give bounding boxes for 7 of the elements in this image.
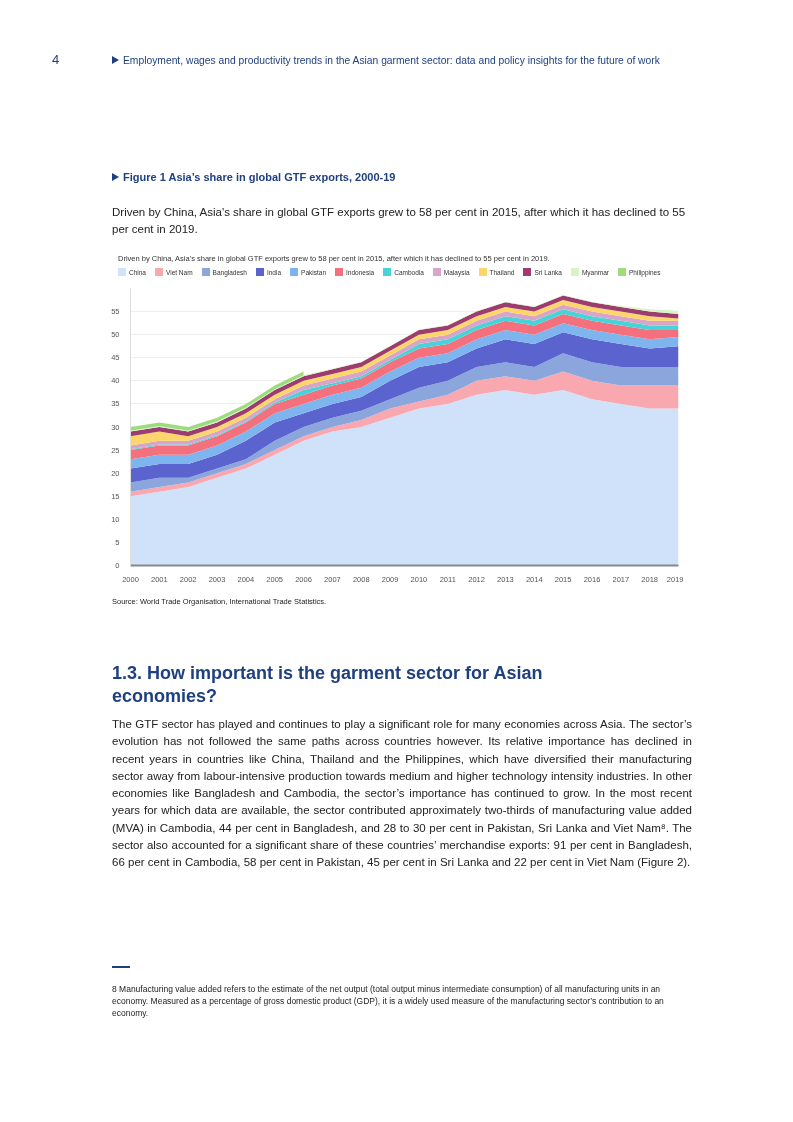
chart-subtitle: Driven by China, Asia's share in global GTF exports grew to 58 per cent in 2015, after which it has declined to 55 per cent in 2019. [112,205,687,237]
text: Employment, wages and productivity trends in the Asian garment sector: data and policy insights for the future of work [122,55,660,66]
text: 4 [52,52,60,67]
text: 1.3. How important is the garment sector for Asian economies? [112,662,544,707]
chart-title: Figure 1 Asia’s share in global GTF exports, 2000-19 [122,171,396,183]
text: 8 Manufacturing value added refers to the estimate of the net output (total output minus intermediate consumption) of all manufacturing units in an economy. Measured as a percentage of gross domestic product (GDP), it is a widely used measure of the manufacturing sector’s contribution to an economy. [112,984,665,1020]
text: The GTF sector has played and continues to play a significant role for many economies across Asia. The sector’s evolution has not followed the same paths across countries however. Its relative importance has declined in recent years in countries like China, Thailand and the Philippines, which have diversified their manufacturing sector away from labour-intensive production towards medium and higher technology intensity industries. In other economies like Bangladesh and Cambodia, the sector’s importance has continued to grow. In the most recent years for which data are available, the sector contributed approximately two-thirds of manufacturing value added (MVA) in Cambodia, 44 per cent in Bangladesh, and 28 to 30 per cent in Pakistan, Sri Lanka and Viet Nam⁸. The sector also accounted for a significant share of these countries’ merchandise exports: 91 per cent in Bangladesh, 66 per cent in Cambodia, 58 per cent in Pakistan, 45 per cent in Sri Lanka and 22 per cent in Viet Nam (Figure 2). [112,718,692,868]
